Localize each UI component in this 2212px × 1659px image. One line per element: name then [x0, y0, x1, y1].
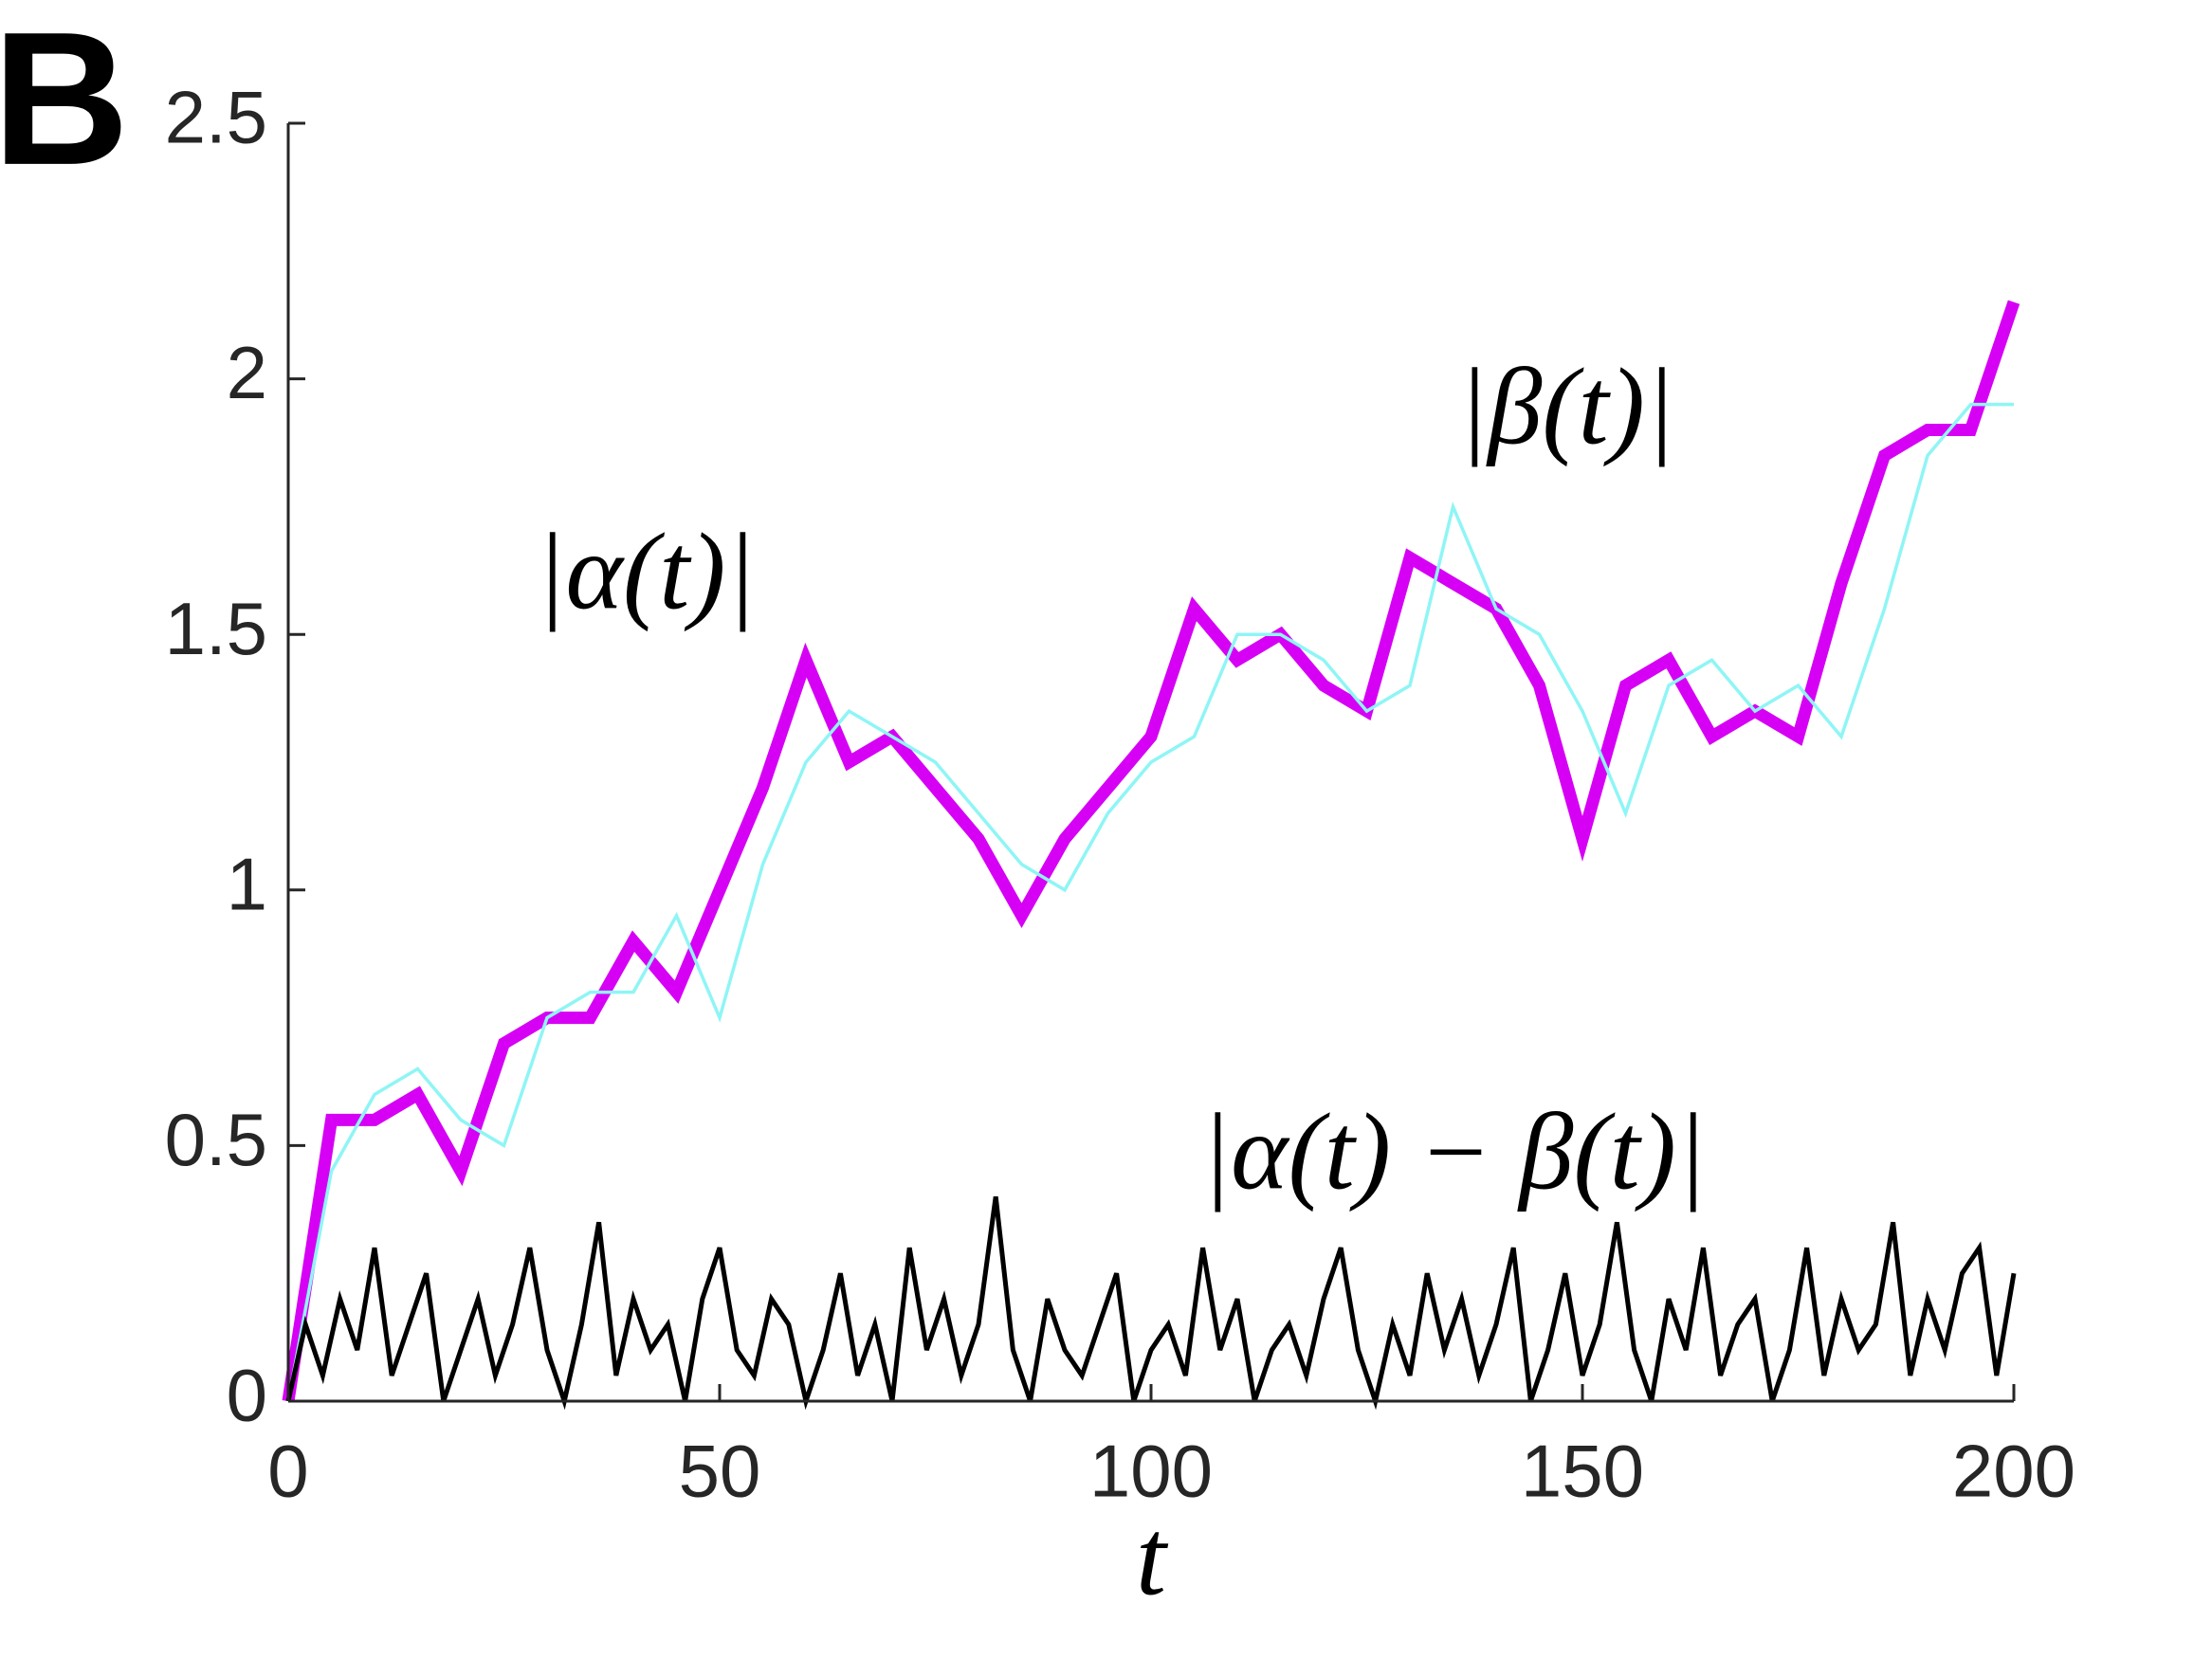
x-tick-label: 200 — [1952, 1430, 2075, 1513]
y-tick-label: 1 — [227, 842, 267, 925]
x-tick-label: 150 — [1521, 1430, 1644, 1513]
series-label: |α(t) − β(t)| — [1200, 1091, 1706, 1212]
series-line — [285, 1195, 2017, 1411]
x-axis-label: t — [1136, 1497, 1169, 1617]
y-tick-label: 2.5 — [165, 76, 267, 159]
series-line — [282, 300, 2020, 1402]
x-tick-label: 50 — [679, 1430, 761, 1513]
series-line — [286, 402, 2014, 1402]
y-tick-label: 2 — [227, 331, 267, 414]
x-tick-label: 0 — [267, 1430, 308, 1513]
x-tick-label: 100 — [1089, 1430, 1213, 1513]
series-label: |β(t)| — [1457, 346, 1674, 466]
panel-label: B — [0, 0, 129, 205]
y-tick-label: 1.5 — [165, 587, 267, 670]
series-label: |α(t)| — [536, 511, 756, 631]
y-tick-label: 0.5 — [165, 1098, 267, 1181]
y-tick-label: 0 — [227, 1354, 267, 1437]
